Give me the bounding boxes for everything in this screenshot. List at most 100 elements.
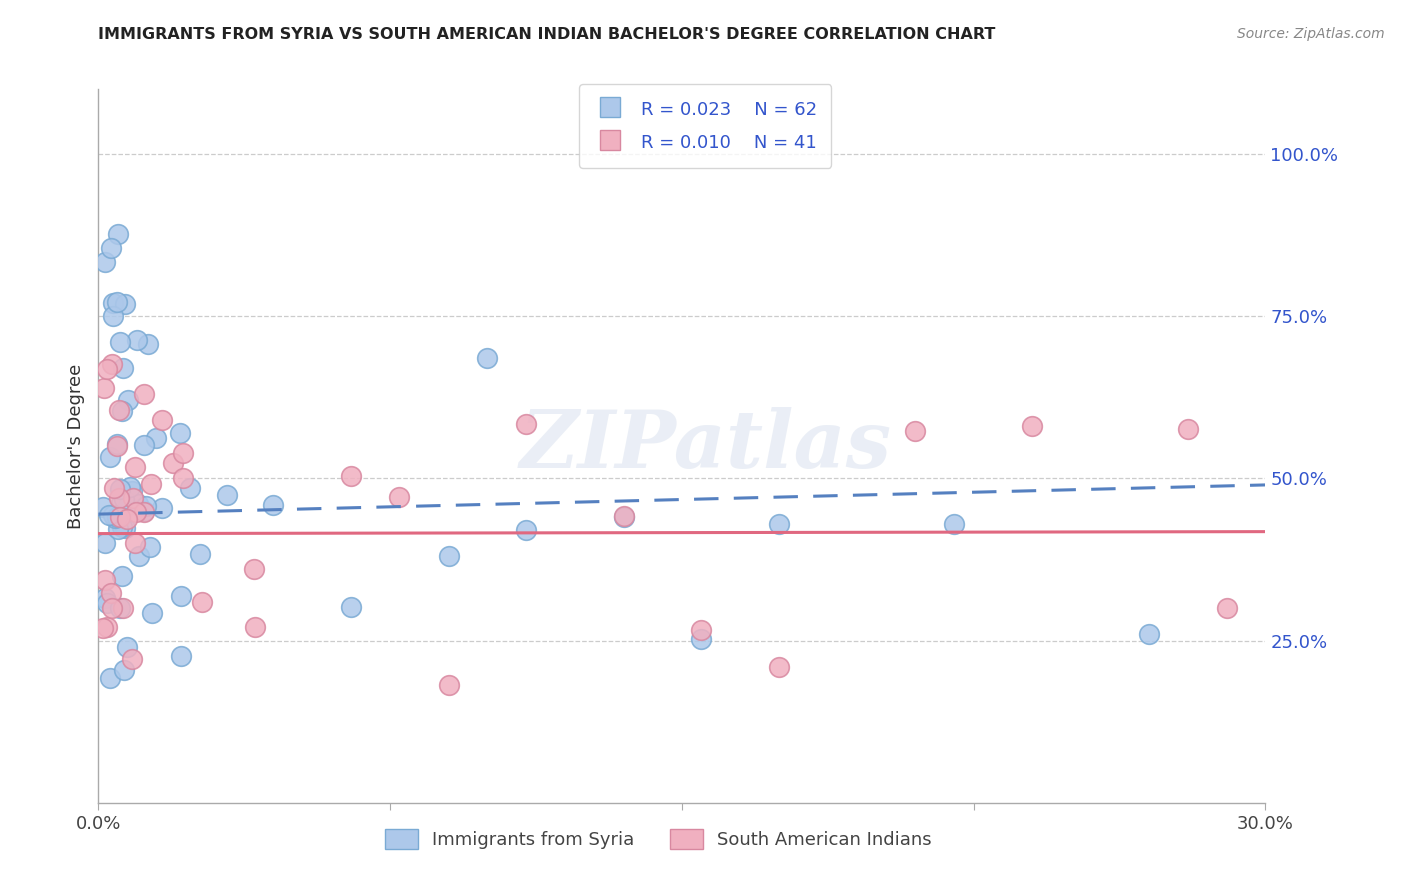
Point bbox=[690, 623, 713, 637]
Point bbox=[243, 620, 266, 634]
Point bbox=[100, 586, 122, 600]
Point bbox=[101, 296, 124, 310]
Point bbox=[132, 505, 155, 519]
Point bbox=[145, 431, 167, 445]
Point bbox=[117, 499, 139, 513]
Point bbox=[139, 540, 162, 554]
Point bbox=[162, 456, 184, 470]
Point bbox=[388, 491, 411, 505]
Point bbox=[94, 536, 117, 550]
Point bbox=[477, 351, 499, 365]
Point bbox=[111, 568, 134, 582]
Point bbox=[1177, 422, 1199, 436]
Point bbox=[170, 590, 193, 604]
Point bbox=[188, 548, 211, 562]
Point bbox=[437, 549, 460, 564]
Point bbox=[112, 601, 135, 615]
Point bbox=[110, 496, 132, 510]
Point bbox=[104, 510, 127, 524]
Point bbox=[437, 678, 460, 692]
Point bbox=[120, 479, 142, 493]
Point bbox=[1215, 601, 1237, 615]
Point bbox=[515, 417, 537, 431]
Point bbox=[107, 437, 129, 451]
Point bbox=[91, 621, 114, 635]
Legend: Immigrants from Syria, South American Indians: Immigrants from Syria, South American In… bbox=[377, 820, 941, 858]
Point bbox=[105, 295, 128, 310]
Point bbox=[262, 498, 284, 512]
Point bbox=[172, 471, 194, 485]
Point bbox=[107, 522, 129, 536]
Point bbox=[690, 632, 713, 646]
Point bbox=[112, 663, 135, 677]
Point bbox=[103, 309, 125, 323]
Point bbox=[101, 358, 124, 372]
Point bbox=[1021, 418, 1043, 433]
Point bbox=[152, 413, 174, 427]
Point bbox=[111, 520, 134, 534]
Point bbox=[117, 392, 139, 407]
Point bbox=[115, 512, 138, 526]
Point bbox=[170, 648, 193, 663]
Point bbox=[179, 481, 201, 495]
Point bbox=[515, 524, 537, 538]
Point bbox=[94, 591, 117, 606]
Point bbox=[93, 255, 115, 269]
Point bbox=[124, 460, 146, 475]
Point bbox=[114, 297, 136, 311]
Point bbox=[101, 508, 124, 523]
Point bbox=[139, 476, 162, 491]
Point bbox=[105, 510, 128, 524]
Point bbox=[97, 508, 120, 522]
Point bbox=[132, 438, 155, 452]
Point bbox=[169, 425, 191, 440]
Point bbox=[768, 659, 790, 673]
Point bbox=[150, 501, 173, 516]
Point bbox=[94, 574, 117, 588]
Point bbox=[96, 620, 118, 634]
Point bbox=[103, 481, 125, 495]
Point bbox=[134, 504, 156, 518]
Point bbox=[93, 381, 115, 395]
Point bbox=[613, 510, 636, 524]
Point bbox=[215, 488, 238, 502]
Point bbox=[135, 499, 157, 513]
Text: ZIPatlas: ZIPatlas bbox=[519, 408, 891, 484]
Point bbox=[98, 672, 121, 686]
Point bbox=[107, 227, 129, 241]
Point bbox=[191, 595, 214, 609]
Point bbox=[613, 508, 636, 523]
Point bbox=[943, 516, 966, 531]
Point bbox=[96, 596, 118, 610]
Point bbox=[340, 469, 363, 483]
Point bbox=[91, 500, 114, 515]
Point bbox=[110, 482, 132, 496]
Point bbox=[127, 333, 149, 347]
Point bbox=[243, 562, 266, 576]
Y-axis label: Bachelor's Degree: Bachelor's Degree bbox=[66, 363, 84, 529]
Text: IMMIGRANTS FROM SYRIA VS SOUTH AMERICAN INDIAN BACHELOR'S DEGREE CORRELATION CHA: IMMIGRANTS FROM SYRIA VS SOUTH AMERICAN … bbox=[98, 27, 995, 42]
Point bbox=[108, 601, 131, 615]
Point bbox=[132, 387, 155, 401]
Point bbox=[96, 362, 118, 376]
Point bbox=[114, 521, 136, 535]
Point bbox=[111, 404, 134, 418]
Point bbox=[101, 601, 124, 615]
Point bbox=[107, 491, 129, 505]
Point bbox=[340, 599, 363, 614]
Point bbox=[904, 425, 927, 439]
Point bbox=[136, 337, 159, 351]
Point bbox=[125, 505, 148, 519]
Point bbox=[128, 549, 150, 563]
Point bbox=[108, 510, 131, 524]
Point bbox=[105, 439, 128, 453]
Point bbox=[768, 516, 790, 531]
Point bbox=[110, 335, 132, 350]
Point bbox=[100, 241, 122, 255]
Point bbox=[172, 446, 194, 460]
Point bbox=[1137, 626, 1160, 640]
Point bbox=[112, 491, 135, 506]
Point bbox=[141, 607, 163, 621]
Point bbox=[121, 484, 143, 499]
Point bbox=[111, 360, 134, 375]
